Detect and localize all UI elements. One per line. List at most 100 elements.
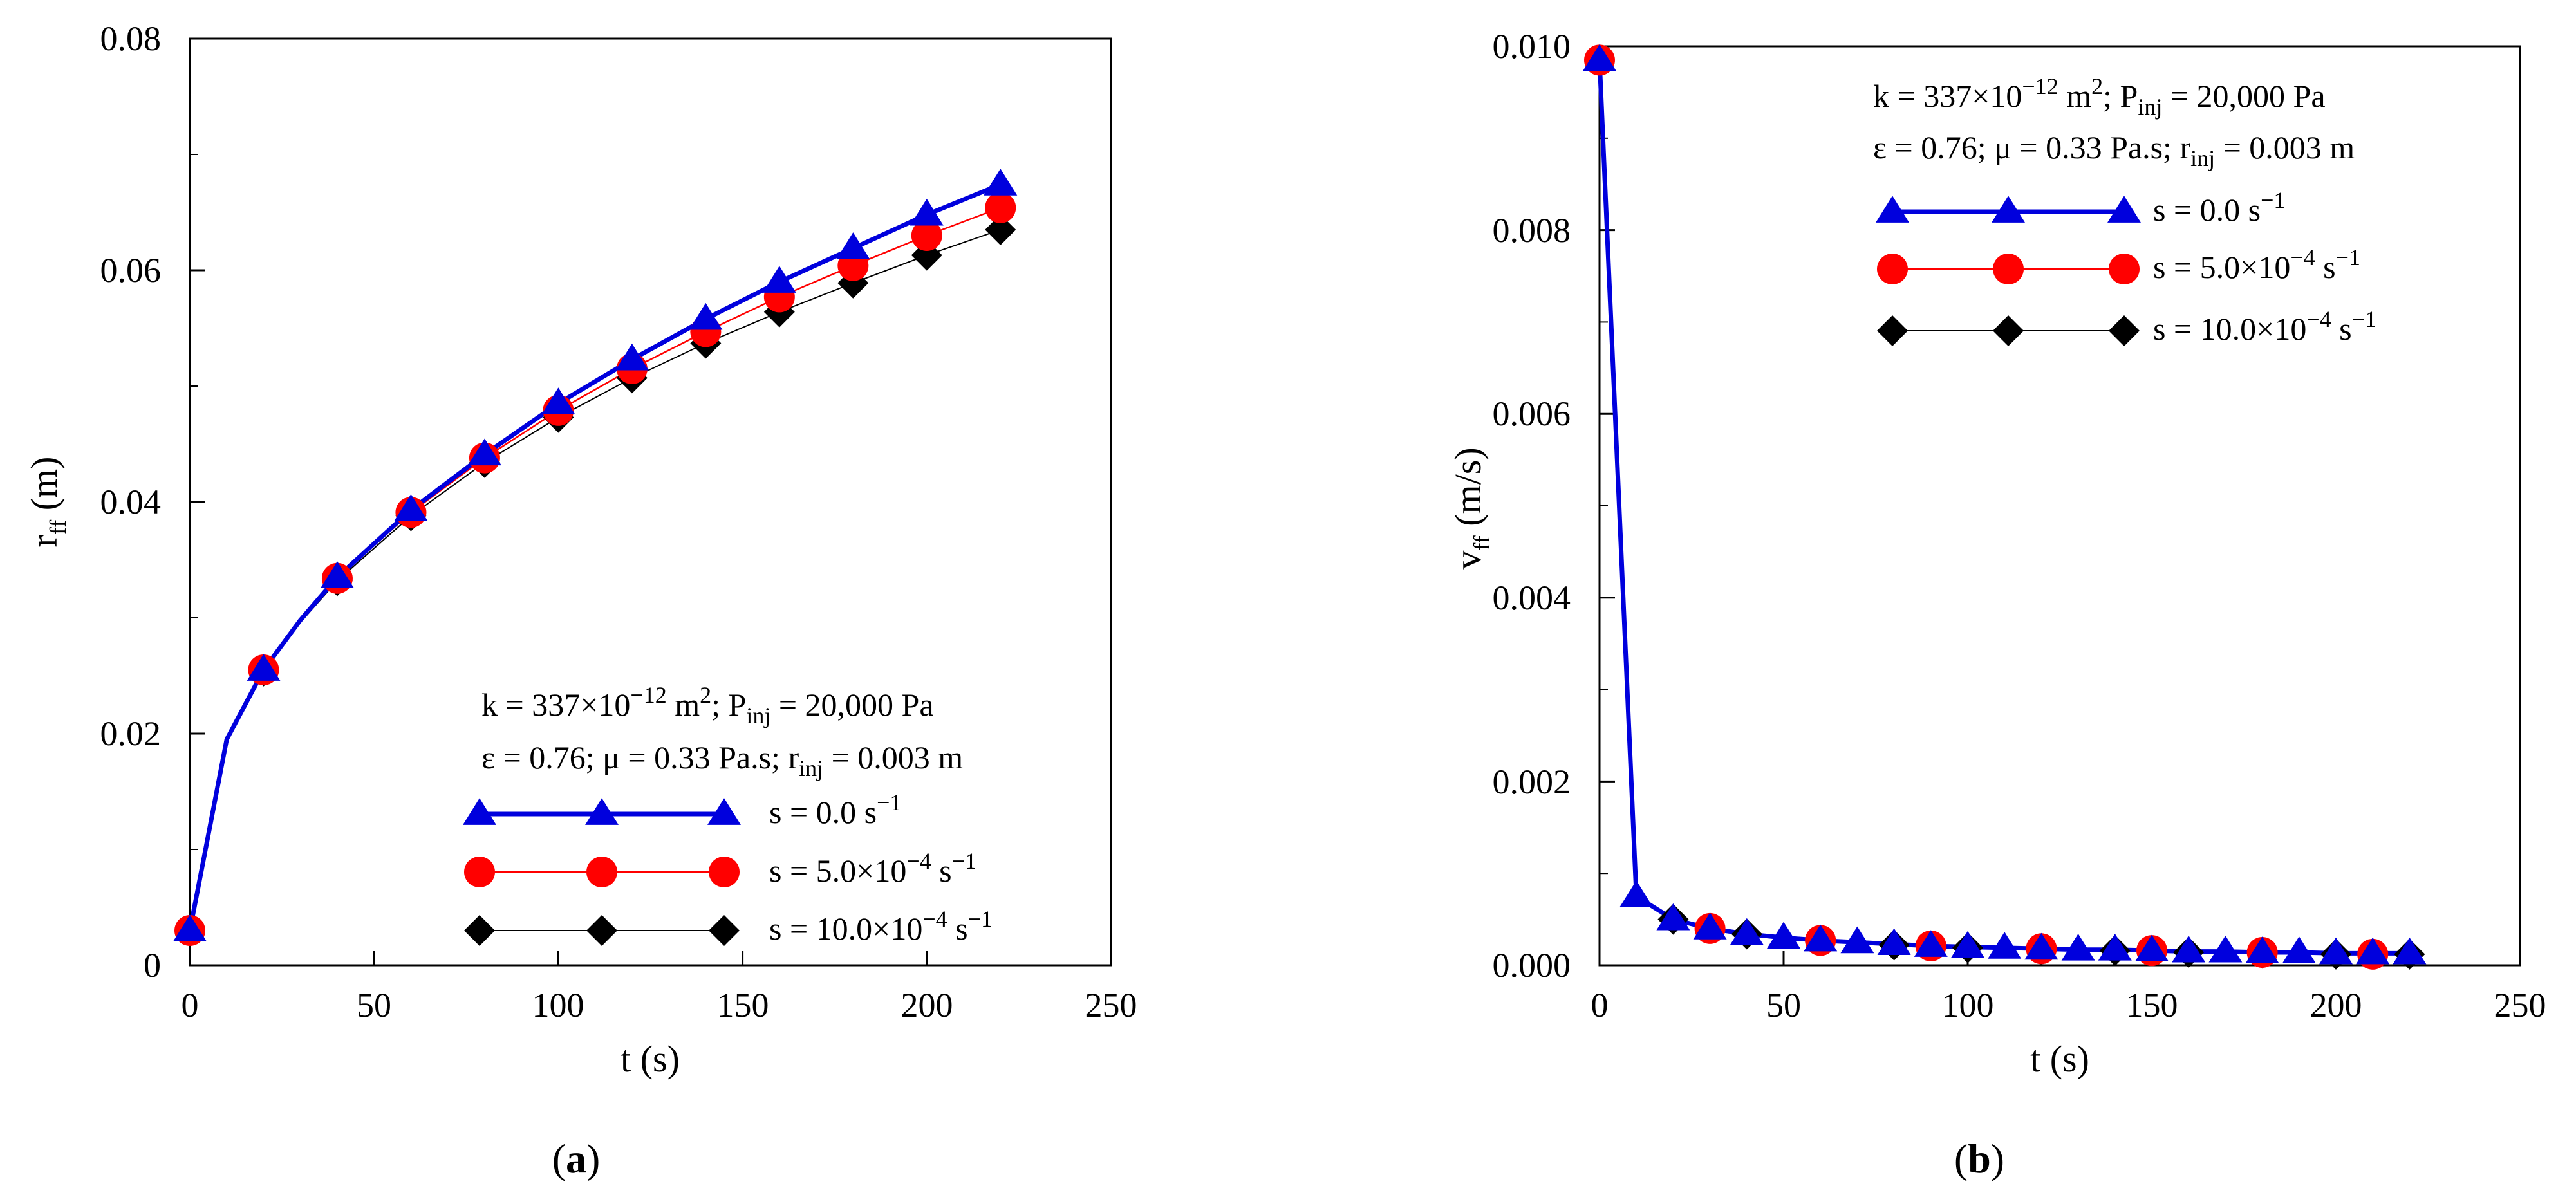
chart-a-xtick-label: 0 [182, 986, 199, 1024]
chart-b-ann1-b: m [2058, 78, 2092, 114]
chart-a-ytick-label: 0.04 [100, 483, 162, 521]
chart-b-panel-label: (b) [1954, 1136, 2004, 1181]
chart-a-ylabel-sub: ff [45, 520, 71, 535]
chart-a-legend-marker [709, 915, 740, 946]
chart-b-legend-symbol [1877, 254, 2140, 284]
chart-b-leg0-main: s = 0.0 s [2153, 192, 2261, 228]
chart-b-series-0-point [1951, 931, 1984, 958]
chart-b-ann1-b-sup: 2 [2091, 73, 2103, 99]
chart-a-ytick-label: 0.08 [100, 19, 162, 58]
chart-a-leg2-sup2: −1 [968, 906, 993, 932]
chart-a-series-0-point [173, 914, 207, 941]
chart-b-series-0-point [2282, 936, 2316, 963]
chart-a-series-0-point [762, 266, 796, 293]
chart-a-ylabel: rff (m) [23, 457, 71, 548]
chart-b-ytick-label: 0.004 [1493, 579, 1571, 617]
chart-b-series-0-point [2024, 932, 2058, 960]
chart-b-legend-marker [1993, 315, 2024, 346]
chart-b-legend-marker [1992, 196, 2025, 223]
chart-a-ticks [189, 37, 1112, 967]
chart-b-legend-symbol [1877, 315, 2140, 346]
chart-b-ann2-b: = 0.003 m [2215, 129, 2355, 165]
chart-b-series [1583, 44, 2427, 970]
chart-b-series-0-point [2208, 935, 2243, 963]
chart-a-series-0-point [910, 198, 944, 226]
chart-b-ylabel: vff (m/s) [1447, 447, 1495, 569]
chart-b-legend-label-s1: s = 5.0×10−4 s−1 [2153, 245, 2360, 285]
chart-b-legend-marker [2109, 315, 2140, 346]
chart-b-legend-marker [1876, 196, 1909, 223]
chart-a-leg0-sup: −1 [877, 790, 901, 815]
chart-a-annotation-line1: k = 337×10−12 m2; Pinj = 20,000 Pa [481, 682, 934, 728]
chart-b-legend-marker [2107, 196, 2141, 223]
chart-b-annotation-line1: k = 337×10−12 m2; Pinj = 20,000 Pa [1873, 73, 2326, 120]
chart-b-leg2-main: s = 10.0×10 [2153, 311, 2306, 347]
chart-a-ann2-b: = 0.003 m [823, 739, 963, 775]
chart-b-ann1-c-sub: inj [2138, 94, 2162, 120]
chart-a-leg1-sup: −4 [906, 848, 931, 874]
chart-b-xtick-label: 50 [1766, 986, 1801, 1024]
chart-b-xtick-label: 100 [1942, 986, 1994, 1024]
chart-a-ytick-label: 0.06 [100, 251, 162, 290]
chart-a-ylabel-unit: (m) [23, 457, 65, 520]
chart-a: 0 0.02 0.04 0.06 0.08 0 50 100 150 200 2… [23, 19, 1137, 1181]
chart-a-series-0-point [689, 302, 723, 330]
chart-a-leg2-sup: −4 [922, 906, 947, 932]
chart-b-ylabel-unit: (m/s) [1447, 447, 1489, 535]
chart-b-legend: s = 0.0 s−1 s = 5.0×10−4 s−1 s = 10.0×10… [1876, 187, 2376, 347]
chart-a-series-0-point [247, 654, 281, 681]
chart-b-series-0-point [1656, 903, 1690, 931]
chart-b-series-0-point [1988, 932, 2022, 959]
chart-b-xlabel: t (s) [2030, 1038, 2089, 1080]
chart-a-legend-marker [586, 915, 617, 946]
chart-b-series-0-point [1877, 928, 1911, 956]
chart-b-ytick-label: 0.006 [1493, 394, 1571, 433]
chart-b-ann2-a-sub: inj [2190, 145, 2215, 171]
chart-b-series-0-point [2356, 937, 2390, 965]
chart-a-ann2-a: ε = 0.76; μ = 0.33 Pa.s; r [481, 739, 799, 775]
chart-b-ylabel-sub: ff [1469, 535, 1495, 550]
chart-a-legend-marker [586, 857, 617, 887]
chart-b-leg1-main: s = 5.0×10 [2153, 249, 2290, 285]
chart-b-series-0-point [1914, 930, 1948, 957]
chart-a-legend-marker [709, 857, 740, 887]
chart-b-legend-marker [1993, 254, 2024, 284]
chart-a-legend-marker [707, 798, 741, 825]
chart-b-xtick-label: 250 [2494, 986, 2546, 1024]
chart-b-series-0-point [1840, 926, 1874, 954]
chart-b-plot-frame [1598, 45, 2521, 967]
chart-a-legend-marker [585, 798, 619, 825]
chart-b-leg1-sup2: −1 [2336, 245, 2360, 270]
chart-a-series-0-point [394, 494, 428, 521]
chart-a-leg1-main: s = 5.0×10 [769, 853, 906, 889]
chart-b-legend-label-s0: s = 0.0 s−1 [2153, 187, 2285, 228]
chart-a-ann1-d: = 20,000 Pa [770, 687, 933, 723]
chart-b-xtick-label: 200 [2310, 986, 2362, 1024]
chart-b-leg2-tail: s [2331, 311, 2352, 347]
chart-b-legend-marker [1877, 254, 1908, 284]
chart-b-series-0-point [2319, 937, 2353, 965]
chart-a-ylabel-main: r [23, 535, 65, 547]
chart-b-series-0-point [1693, 912, 1727, 940]
chart-a-leg0-main: s = 0.0 s [769, 794, 877, 830]
chart-a-panel-letter: a [566, 1136, 586, 1181]
chart-a-series-0-point [467, 438, 501, 466]
chart-a-ann1-c: ; P [711, 687, 746, 723]
chart-a-xlabel: t (s) [621, 1038, 680, 1080]
chart-a-legend-label-s1: s = 5.0×10−4 s−1 [769, 848, 976, 889]
chart-b-series-0-point [2172, 935, 2206, 963]
chart-b-leg0-sup: −1 [2261, 187, 2285, 213]
chart-a-leg2-main: s = 10.0×10 [769, 911, 922, 947]
chart-b-ytick-label: 0.010 [1493, 27, 1571, 66]
chart-b-series-0-point [2061, 934, 2095, 961]
chart-a-ann1-a: k = 337×10 [481, 687, 630, 723]
chart-a-leg1-sup2: −1 [952, 848, 976, 874]
chart-b-series-0-point [2245, 936, 2279, 963]
chart-b-series-0-point [2135, 934, 2169, 962]
chart-b-ann1-d: = 20,000 Pa [2162, 78, 2325, 114]
chart-a-xtick-label: 100 [532, 986, 584, 1024]
chart-a-leg2-tail: s [947, 911, 968, 947]
chart-a-plot-frame [189, 37, 1112, 967]
chart-a-series-1-point [911, 220, 942, 251]
